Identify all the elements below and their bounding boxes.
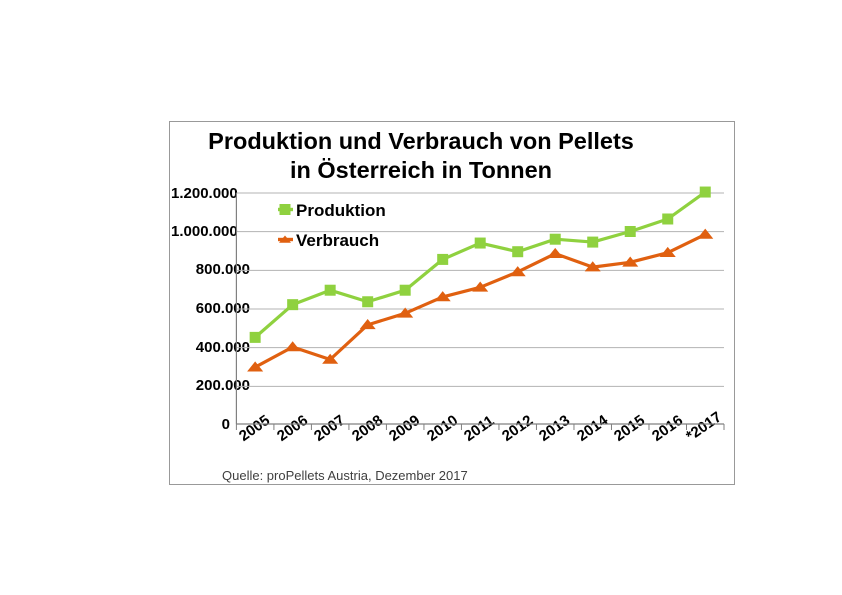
- svg-text:Verbrauch: Verbrauch: [296, 231, 379, 250]
- svg-text:Produktion: Produktion: [296, 201, 386, 220]
